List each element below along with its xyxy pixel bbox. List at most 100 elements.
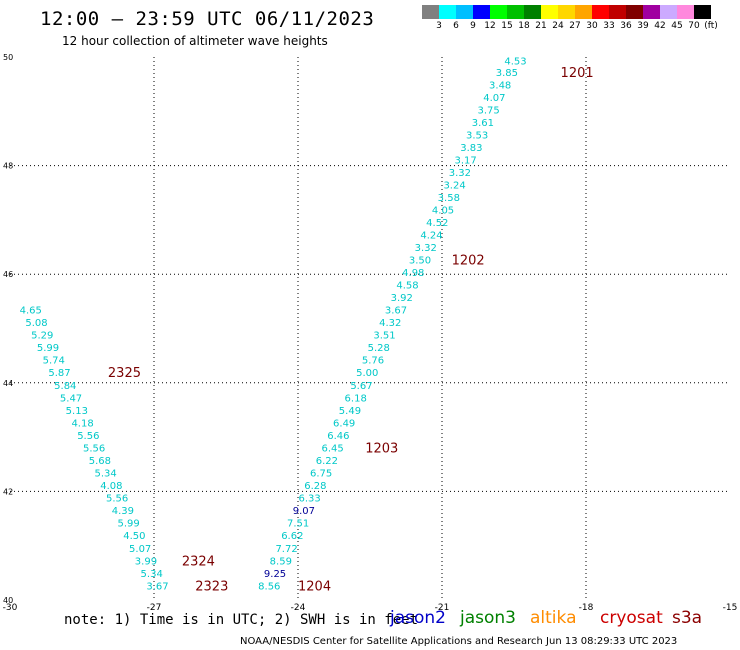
legend-label: 3 [436,21,442,31]
credit-footer: NOAA/NESDIS Center for Satellite Applica… [240,636,678,647]
wave-height-value: 6.46 [327,431,349,442]
legend-swatch [575,5,592,19]
satellite-label-altika: altika [530,608,577,628]
wave-height-value: 4.05 [432,206,454,217]
wave-height-value: 3.67 [146,581,168,592]
legend-swatch [507,5,524,19]
wave-height-value: 4.98 [402,268,424,279]
wave-height-value: 4.24 [420,231,442,242]
wave-height-value: 3.50 [409,256,431,267]
color-legend: 3 6 9 12 15 18 21 24 27 30 33 36 39 42 45 70 (ft) [422,5,718,33]
axis-tick-labels: -30 -27 -24 -21 -18 -15 40 42 44 46 48 50 [3,53,738,613]
wave-height-value: 5.87 [48,368,70,379]
wave-height-value: 5.49 [339,406,361,417]
wave-height-value: 5.56 [106,493,128,504]
legend-color-bar [422,5,711,19]
legend-label: 21 [535,21,547,31]
pass-time-label: 2324 [182,554,215,569]
wave-height-value: 4.50 [123,531,145,542]
wave-height-value: 5.99 [118,518,140,529]
satellite-label-jason3: jason3 [460,608,516,628]
legend-swatch [473,5,490,19]
x-tick-label: -30 [3,603,18,613]
wave-height-value: 5.29 [31,330,53,341]
y-tick-label: 40 [3,596,13,605]
wave-height-value: 4.53 [504,56,526,67]
page-subtitle: 12 hour collection of altimeter wave hei… [62,34,328,48]
pass-time-label: 1204 [298,579,331,594]
page-title: 12:00 – 23:59 UTC 06/11/2023 [40,8,375,30]
wave-height-value: 7.72 [275,544,297,555]
wave-height-value: 9.07 [293,506,315,517]
satellite-label-jason2: jason2 [390,608,446,628]
legend-swatch [490,5,507,19]
wave-height-value: 5.47 [60,393,82,404]
wave-height-value: 5.67 [350,381,372,392]
wave-height-value: 4.39 [112,506,134,517]
wave-height-value: 4.18 [71,418,93,429]
wave-height-value: 5.99 [37,343,59,354]
wave-height-value: 3.99 [135,556,157,567]
wave-height-value: 8.59 [270,556,292,567]
wave-height-value: 3.75 [478,106,500,117]
wave-height-value: 6.33 [298,493,320,504]
wave-height-value: 5.76 [362,355,384,366]
wave-height-value: 5.13 [66,406,88,417]
wave-height-value: 3.24 [443,181,465,192]
wave-height-value: 6.45 [322,443,344,454]
legend-swatch [439,5,456,19]
wave-height-value: 6.62 [281,531,303,542]
wave-height-value: 5.56 [77,431,99,442]
wave-height-value: 3.67 [385,305,407,316]
footnote: note: 1) Time is in UTC; 2) SWH is in fe… [64,612,419,628]
wave-height-value: 6.49 [333,418,355,429]
y-tick-label: 48 [3,162,13,171]
legend-swatch [677,5,694,19]
pass-time-label: 1201 [561,66,594,81]
wave-height-value: 5.08 [25,318,47,329]
pass-time-label: 2323 [195,579,228,594]
wave-height-value: 6.22 [316,456,338,467]
wave-height-value: 3.32 [449,168,471,179]
wave-height-value: 6.75 [310,468,332,479]
legend-labels: 3 6 9 12 15 18 21 24 27 30 33 36 39 42 45 70 (ft) [422,19,718,33]
legend-label: 12 [484,21,496,31]
y-tick-label: 46 [3,270,13,279]
wave-height-value: 5.34 [141,569,163,580]
wave-height-value: 3.53 [466,131,488,142]
legend-swatch [592,5,609,19]
legend-label: 27 [569,21,581,31]
legend-label: 9 [470,21,476,31]
wave-height-value: 5.84 [54,381,76,392]
wave-height-value: 5.68 [89,456,111,467]
legend-label: 6 [453,21,459,31]
x-tick-label: -27 [147,603,162,613]
legend-swatch [609,5,626,19]
x-tick-label: -18 [579,603,594,613]
legend-swatch [558,5,575,19]
x-tick-label: -15 [723,603,738,613]
wave-height-value: 3.92 [391,293,413,304]
wave-height-value: 4.32 [379,318,401,329]
wave-height-value: 3.51 [373,330,395,341]
legend-label: 30 [586,21,598,31]
legend-label: 45 [671,21,683,31]
pass-time-label: 1202 [452,254,485,269]
wave-height-value: 8.56 [258,581,280,592]
legend-label: (ft) [704,21,718,31]
wave-height-labels: 4.533.853.484.073.753.613.533.833.173.32… [20,56,527,592]
wave-height-value: 4.65 [20,305,42,316]
wave-height-value: 3.32 [415,243,437,254]
wave-height-value: 6.28 [304,481,326,492]
wave-height-value: 5.00 [356,368,378,379]
legend-swatch [541,5,558,19]
wave-height-value: 3.61 [472,118,494,129]
wave-height-value: 5.74 [43,355,65,366]
wave-height-value: 5.56 [83,443,105,454]
legend-swatch [660,5,677,19]
wave-height-value: 3.17 [454,156,476,167]
legend-label: 15 [501,21,513,31]
wave-height-value: 3.48 [489,81,511,92]
wave-height-value: 3.58 [438,193,460,204]
legend-swatch [456,5,473,19]
